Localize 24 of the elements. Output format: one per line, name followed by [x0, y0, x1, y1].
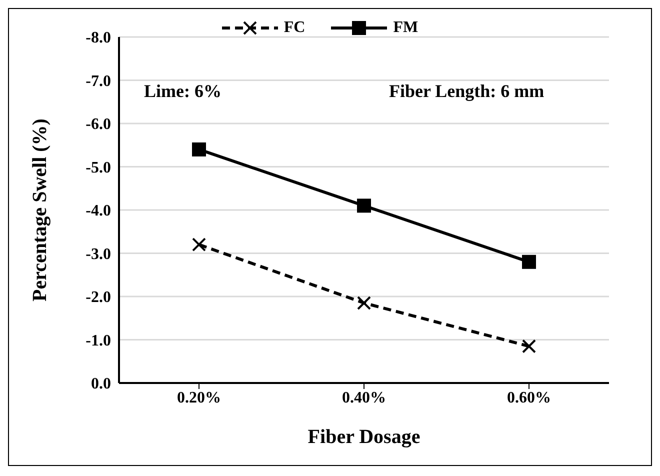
annotation: Lime: 6%	[144, 81, 222, 102]
y-tick-label: -5.0	[86, 159, 111, 176]
y-tick-label: -4.0	[86, 202, 111, 220]
point	[522, 339, 536, 354]
y-tick-label: -7.0	[86, 72, 111, 90]
legend-label: FM	[393, 19, 418, 37]
x-axis-title: Fiber Dosage	[308, 426, 420, 448]
y-tick-label: -6.0	[86, 116, 111, 134]
x-tick-label: 0.40%	[342, 389, 386, 406]
point	[192, 238, 206, 252]
point	[522, 254, 536, 269]
y-axis-title: Percentage Swell (%)	[29, 118, 52, 302]
legend-label: FC	[284, 19, 306, 37]
x-tick-label: 0.20%	[177, 389, 221, 406]
y-tick-label: -1.0	[86, 332, 111, 350]
x-tick-label: 0.60%	[507, 389, 551, 406]
point	[357, 296, 371, 310]
y-tick-label: -2.0	[86, 289, 111, 306]
y-tick-label: -8.0	[86, 30, 111, 47]
point	[357, 198, 371, 213]
point	[192, 142, 206, 156]
y-tick-label: 0.0	[91, 376, 111, 393]
annotation: Fiber Length: 6 mm	[389, 81, 544, 102]
y-tick-label: -3.0	[86, 246, 111, 263]
